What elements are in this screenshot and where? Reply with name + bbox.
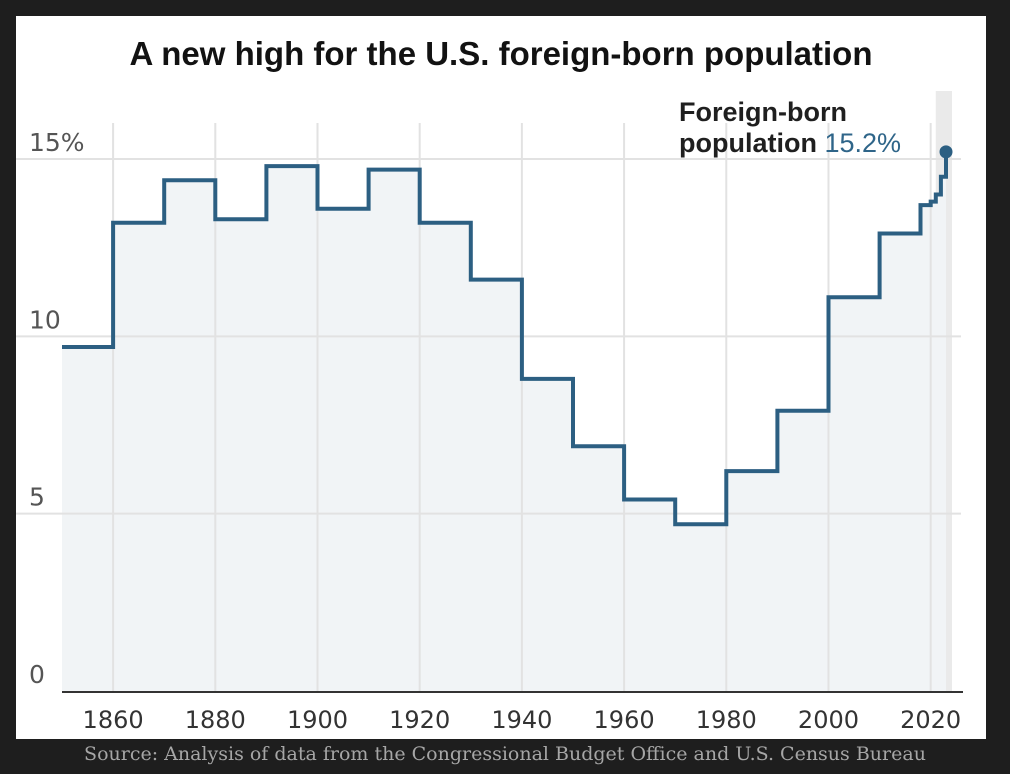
annotation-value: 15.2%	[824, 128, 901, 158]
x-tick-label: 1920	[389, 706, 450, 734]
x-tick-label: 2000	[798, 706, 859, 734]
x-tick-label: 1940	[491, 706, 552, 734]
x-tick-label: 1880	[185, 706, 246, 734]
annotation-line-2: population 15.2%	[679, 128, 901, 158]
x-tick-label: 2020	[900, 706, 961, 734]
chart: A new high for the U.S. foreign-born pop…	[16, 35, 963, 734]
area-fill	[62, 151, 946, 691]
annotation-line-1: Foreign-born	[679, 97, 847, 127]
x-tick-label: 1900	[287, 706, 348, 734]
y-tick-label: 0	[29, 660, 45, 689]
x-tick-label: 1980	[696, 706, 757, 734]
y-tick-label: 10	[29, 305, 61, 334]
y-tick-label: 15%	[29, 128, 85, 157]
y-tick-label: 5	[29, 483, 45, 512]
x-tick-label: 1960	[594, 706, 655, 734]
endpoint-marker	[939, 145, 953, 159]
series-line	[62, 151, 948, 527]
chart-frame: A new high for the U.S. foreign-born pop…	[16, 16, 986, 739]
x-tick-label: 1860	[83, 706, 144, 734]
source-note: Source: Analysis of data from the Congre…	[84, 743, 926, 765]
chart-title: A new high for the U.S. foreign-born pop…	[129, 35, 872, 72]
